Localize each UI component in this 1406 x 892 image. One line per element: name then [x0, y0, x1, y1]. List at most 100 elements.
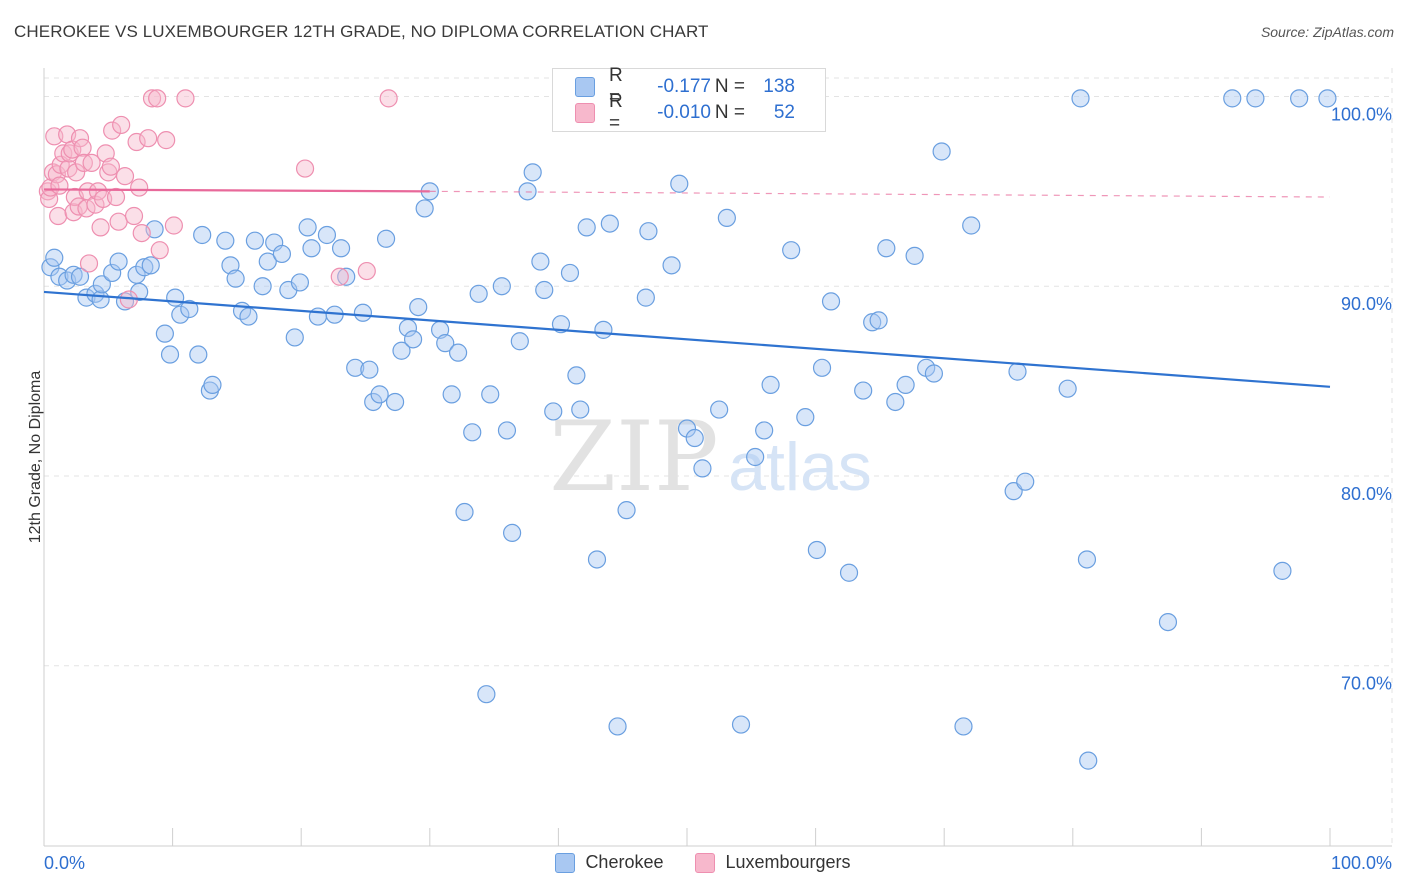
cherokee-point [693, 459, 712, 478]
cherokee-point [409, 297, 428, 317]
y-tick-label: 70.0% [1341, 674, 1392, 694]
cherokee-point [587, 550, 607, 569]
cherokee-point [617, 501, 636, 520]
cherokee-point [577, 218, 596, 237]
n-label: N = [714, 76, 745, 97]
cherokee-point [710, 400, 729, 419]
chart-title: CHEROKEE VS LUXEMBOURGER 12TH GRADE, NO … [14, 22, 709, 41]
cherokee-point [821, 292, 841, 311]
cherokee-point [905, 246, 924, 265]
cherokee-point [253, 277, 272, 296]
luxembourger-swatch [575, 103, 595, 123]
cherokee-point [171, 305, 190, 324]
cherokee-point [567, 366, 586, 385]
trend-lines [43, 188, 1331, 388]
tick-labels: 70.0% 80.0% 90.0% 100.0% 0.0% 100.0% [44, 104, 1392, 873]
cherokee-point [544, 402, 563, 421]
luxembourger-point [357, 261, 376, 281]
luxembourger-point [74, 153, 93, 172]
cherokee-point [924, 364, 944, 383]
cherokee-point [518, 182, 537, 201]
cherokee-point [608, 717, 627, 736]
cherokee-point [677, 419, 697, 438]
cherokee-point [1223, 89, 1242, 108]
n-label: N = [714, 102, 745, 123]
r-value: -0.010 [657, 102, 711, 123]
luxembourger-point [50, 176, 69, 195]
legend-item-cherokee[interactable]: Cherokee [555, 852, 663, 873]
luxembourger-point [157, 131, 176, 150]
y-tick-label: 90.0% [1341, 294, 1392, 314]
cherokee-point [662, 256, 681, 275]
cherokee-point [193, 225, 212, 245]
cherokee-point [600, 214, 619, 233]
luxembourger-point [124, 206, 144, 226]
cherokee-point [1290, 89, 1309, 108]
cherokee-point [531, 252, 550, 271]
cherokee-point [594, 320, 613, 339]
cherokee-point [523, 163, 542, 182]
cherokee-point [1246, 89, 1265, 108]
cherokee-point [245, 231, 265, 250]
cherokee-point [839, 563, 859, 582]
cherokee-point [812, 358, 832, 377]
n-value: 52 [773, 102, 795, 123]
cherokee-point [290, 273, 310, 292]
luxembourger-point [103, 121, 122, 140]
cherokee-point [954, 717, 973, 736]
cherokee-point [103, 263, 122, 283]
luxembourger-point [49, 206, 68, 226]
cherokee-point [1079, 751, 1098, 770]
cherokee-point [639, 222, 658, 241]
cherokee-point [203, 375, 222, 394]
cherokee-point [636, 288, 655, 307]
cherokee-points [41, 89, 1337, 770]
cherokee-point [869, 311, 888, 330]
cherokee-point [1273, 561, 1292, 580]
cherokee-point [1158, 612, 1178, 632]
cherokee-point [91, 290, 110, 309]
cherokee-point [469, 284, 488, 303]
cherokee-swatch [555, 852, 576, 873]
watermark: ZIP atlas [549, 401, 871, 513]
luxembourger-point [91, 218, 110, 237]
r-value: -0.177 [657, 76, 711, 97]
luxembourger-point [109, 212, 128, 231]
r-label: R = [609, 65, 623, 108]
cherokee-trend-line [43, 290, 1331, 388]
cherokee-point [1008, 362, 1027, 381]
cherokee-point [298, 218, 317, 237]
cherokee-point [226, 269, 245, 288]
legend-label: Cherokee [585, 852, 664, 872]
cherokee-point [64, 265, 83, 284]
cherokee-point [160, 345, 180, 364]
cherokee-point [285, 328, 304, 347]
y-tick-label: 100.0% [1331, 104, 1392, 124]
cherokee-point [155, 324, 174, 343]
luxembourger-trend-line [43, 188, 430, 193]
luxembourger-point [112, 115, 131, 135]
cherokee-point [571, 400, 590, 419]
cherokee-point [497, 421, 517, 440]
luxembourger-point [176, 89, 195, 108]
cherokee-point [463, 423, 482, 442]
cherokee-point [353, 303, 373, 322]
cherokee-point [448, 343, 468, 362]
luxembourger-point [101, 157, 120, 176]
cherokee-point [376, 229, 396, 248]
cherokee-point [415, 199, 434, 218]
cherokee-point [477, 685, 496, 704]
cherokee-point [731, 715, 751, 734]
legend-item-luxembourgers[interactable]: Luxembourgers [695, 852, 851, 873]
cherokee-point [1071, 89, 1090, 108]
cherokee-point [807, 540, 826, 560]
cherokee-point [189, 345, 208, 364]
luxembourger-point [47, 165, 66, 184]
cherokee-point [481, 385, 500, 404]
cherokee-point [392, 341, 411, 360]
cherokee-point [551, 315, 571, 334]
luxembourger-swatch [695, 852, 716, 873]
cherokee-point [492, 277, 511, 296]
cherokee-point [331, 239, 351, 258]
